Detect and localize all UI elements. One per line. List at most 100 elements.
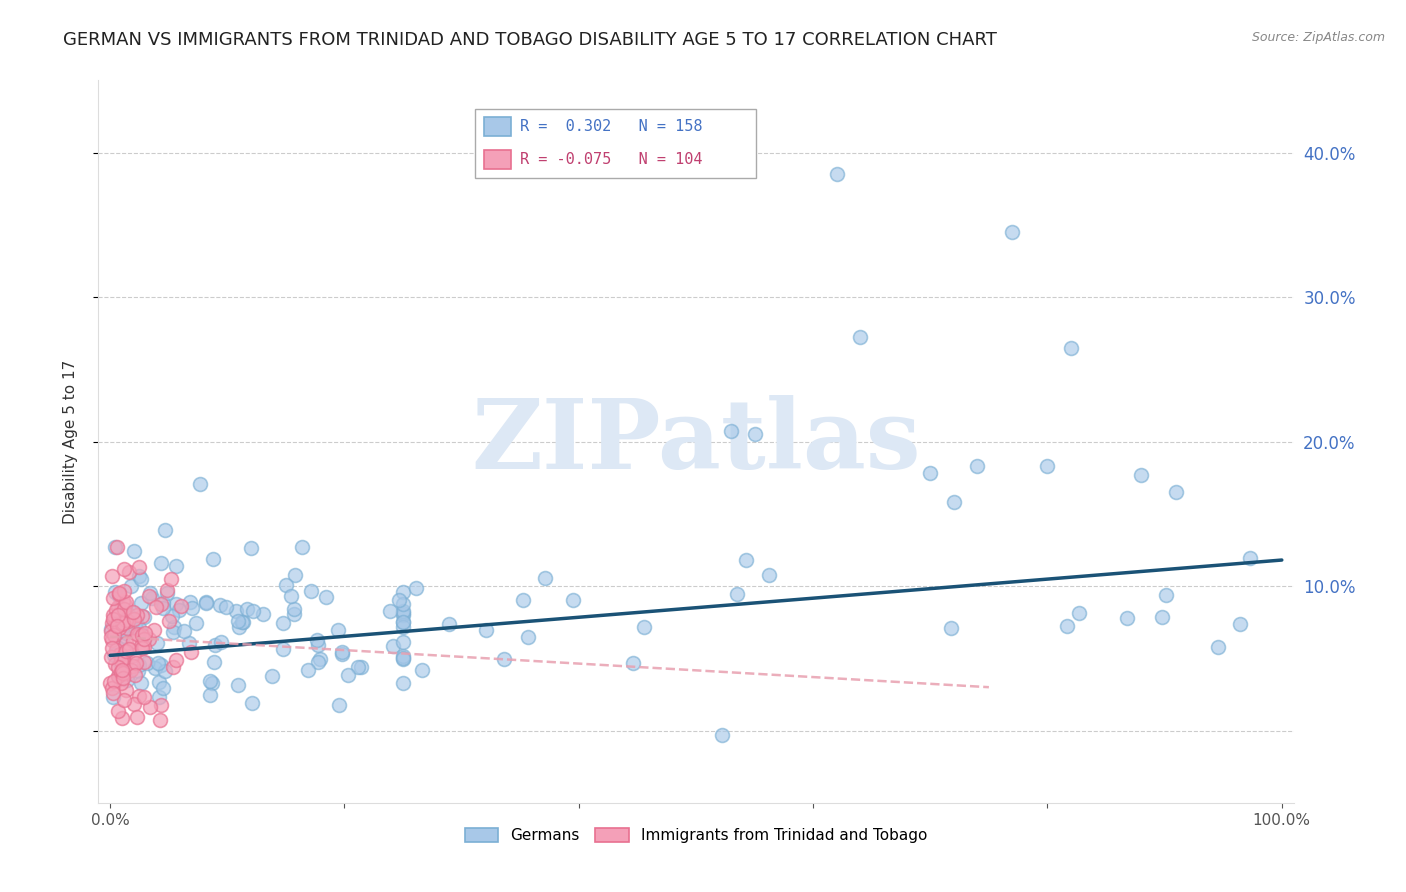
Point [141,591,163,605]
Point [1166,485,1188,500]
Point [110,667,132,681]
Point [284,567,307,582]
Point [149,713,172,727]
Point [107,667,129,681]
Point [148,675,170,690]
Point [1069,606,1091,620]
Point [232,615,254,630]
Point [132,610,155,624]
Point [198,688,221,702]
Point [103,648,125,663]
Point [112,616,135,631]
Point [134,625,156,640]
Point [711,728,734,742]
Point [110,662,132,676]
Point [111,663,134,677]
Point [225,604,247,618]
Point [160,572,183,586]
Point [138,589,160,603]
Point [110,676,132,690]
Point [392,615,415,629]
Point [125,615,148,630]
Point [114,598,136,612]
Point [194,597,217,611]
Point [107,660,129,674]
Point [149,597,172,611]
Point [195,595,218,609]
Point [143,623,166,637]
Point [117,673,139,688]
FancyBboxPatch shape [485,117,510,136]
Point [112,654,135,668]
Y-axis label: Disability Age 5 to 17: Disability Age 5 to 17 [63,359,77,524]
Point [129,639,152,653]
Point [252,607,274,622]
Point [209,598,232,612]
Point [474,624,496,638]
Point [150,556,173,570]
Point [110,624,132,638]
Point [122,612,145,626]
Point [108,621,131,635]
Point [350,660,373,674]
Point [105,615,128,630]
Point [104,585,127,599]
Point [347,660,370,674]
Point [411,663,433,677]
Point [108,648,131,662]
Point [165,653,187,667]
Point [271,615,294,630]
Point [100,624,122,639]
Point [184,616,207,631]
Point [562,592,585,607]
Point [103,674,125,689]
Point [112,602,135,616]
Point [326,623,349,637]
Point [720,425,742,439]
Point [392,606,415,620]
Point [111,593,134,607]
Point [111,665,134,680]
Point [128,622,150,636]
Point [291,540,314,554]
Point [177,635,200,649]
Point [115,636,138,650]
Point [115,626,138,640]
Point [236,602,259,616]
Point [307,638,329,652]
Point [163,620,186,634]
Point [228,620,250,634]
Point [392,652,415,666]
Text: R =  0.302   N = 158: R = 0.302 N = 158 [520,119,703,134]
Point [336,667,359,681]
Point [107,600,129,615]
Point [145,636,167,650]
Point [512,592,534,607]
Point [112,671,135,685]
Point [100,622,122,636]
Point [105,617,128,632]
Point [114,613,136,627]
Point [162,660,184,674]
Point [201,676,224,690]
Point [226,614,249,628]
Point [152,596,174,610]
Point [533,571,555,585]
Point [283,602,305,616]
Point [920,467,942,481]
Point [108,607,131,621]
Point [118,565,141,579]
Point [112,693,135,707]
Point [121,611,143,625]
Point [111,617,134,632]
Point [105,619,128,633]
Point [139,586,162,600]
Point [156,585,179,599]
Point [111,711,134,725]
Point [758,568,780,582]
Point [202,655,225,669]
Point [166,558,188,573]
Point [242,696,264,710]
Point [114,644,136,658]
Point [125,656,148,670]
